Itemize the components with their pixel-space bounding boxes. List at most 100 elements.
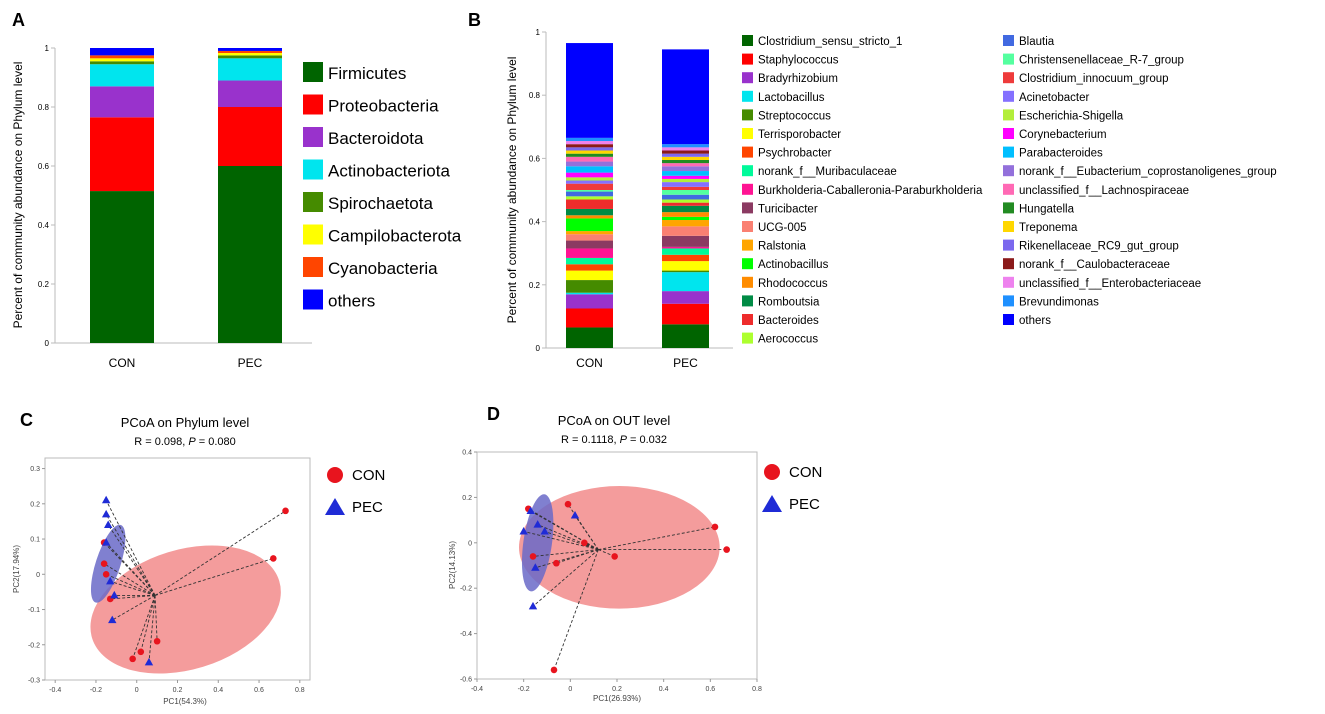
legend-swatch-ucg-005 xyxy=(742,221,753,232)
legend-label-staphylococcus: Staphylococcus xyxy=(758,55,839,67)
legend-label-brevundimonas: Brevundimonas xyxy=(1019,296,1099,308)
bar-pec-rikenellaceae-rc9-gut-group xyxy=(662,153,709,157)
legend-label-christensenellaceae-r-7-group: Christensenellaceae_R-7_group xyxy=(1019,55,1184,67)
bar-con-romboutsia xyxy=(566,208,613,216)
y-tick-label: -0.6 xyxy=(460,677,472,684)
x-tick-label: -0.4 xyxy=(49,687,61,694)
bar-pec-bradyrhizobium xyxy=(662,291,709,304)
x-tick-label-pec: PEC xyxy=(673,356,698,370)
legend-label-cyanobacteria: Cyanobacteria xyxy=(328,259,438,278)
bar-pec-others xyxy=(218,48,282,51)
x-tick-label: 0.6 xyxy=(705,686,715,693)
y-tick-label: 0.8 xyxy=(38,103,50,112)
legend-label-escherichia-shigella: Escherichia-Shigella xyxy=(1019,110,1124,122)
point-pec xyxy=(570,511,580,519)
x-tick-label: 0.6 xyxy=(254,687,264,694)
bar-con-staphylococcus xyxy=(566,308,613,328)
spoke-pec xyxy=(532,549,599,607)
panel-b-stacked-bar: B Percent of community abundance on Phyl… xyxy=(468,10,1277,370)
panel-d-stats: R = 0.1118, P = 0.032 xyxy=(561,434,667,446)
legend-label-burkholderia-caballeronia-paraburkholderia: Burkholderia-Caballeronia-Paraburkholder… xyxy=(758,185,983,197)
spoke-pec xyxy=(105,500,156,596)
bar-con-ralstonia xyxy=(566,231,613,235)
bar-pec-christensenellaceae-r-7-group xyxy=(662,190,709,195)
bar-con-actinobacillus xyxy=(566,218,613,232)
legend-swatch-rikenellaceae-rc9-gut-group xyxy=(1003,239,1014,251)
panel-a-y-ticks: 0 0.2 0.4 0.6 0.8 1 xyxy=(38,44,55,348)
spoke-pec xyxy=(105,514,156,596)
panel-d-title: PCoA on OUT level xyxy=(558,413,671,428)
y-tick-label: 0.4 xyxy=(529,218,541,227)
legend-swatch-hungatella xyxy=(1003,202,1014,214)
point-pec xyxy=(106,576,115,585)
legend-swatch-clostridium-sensu-stricto-1 xyxy=(742,35,753,46)
legend-label-norank-f-caulobacteraceae: norank_f__Caulobacteraceae xyxy=(1019,259,1170,271)
bar-pec-escherichia-shigella xyxy=(662,178,709,183)
spoke-pec xyxy=(148,595,156,663)
legend-swatch-romboutsia xyxy=(742,295,753,307)
legend-swatch-rhodococcus xyxy=(742,276,753,288)
legend-swatch-actinobacteriota xyxy=(303,159,323,180)
y-tick-label: 0.4 xyxy=(462,450,472,457)
spoke-con xyxy=(532,549,599,557)
bar-con-lactobacillus xyxy=(566,292,613,295)
point-con xyxy=(100,560,108,568)
x-tick-label: -0.4 xyxy=(471,686,483,693)
legend-swatch-bradyrhizobium xyxy=(742,72,753,84)
x-tick-label-pec: PEC xyxy=(238,356,263,370)
spoke-pec xyxy=(107,524,156,596)
point-pec xyxy=(526,506,535,515)
point-con xyxy=(529,553,537,560)
panel-d-stat-p-value: = 0.032 xyxy=(627,434,667,446)
y-tick-label: 0.6 xyxy=(529,154,541,163)
spoke-con xyxy=(553,549,599,671)
bar-con-ucg-005 xyxy=(566,234,613,241)
bar-con-psychrobacter xyxy=(566,264,613,271)
legend-marker-pec xyxy=(762,495,782,512)
bar-pec-unclassified-f-lachnospiraceae xyxy=(662,163,709,167)
panel-c-stat-r: R = 0.098, xyxy=(134,436,188,448)
legend-label-clostridium-sensu-stricto-1: Clostridium_sensu_stricto_1 xyxy=(758,36,902,48)
x-tick-label: 0 xyxy=(568,686,572,693)
bar-pec-aerococcus xyxy=(662,199,709,203)
legend-swatch-turicibacter xyxy=(742,202,753,214)
spoke-pec xyxy=(537,524,599,551)
panel-c-xlabel: PC1(54.3%) xyxy=(163,697,207,706)
bar-pec-terrisporobacter xyxy=(662,261,709,271)
panel-c-ylabel: PC2(17.94%) xyxy=(12,545,21,593)
bar-pec-burkholderia-caballeronia-paraburkholderia xyxy=(662,246,709,249)
y-tick-label: 0 xyxy=(45,339,50,348)
bar-pec-treponema xyxy=(662,156,709,160)
bar-pec-actinobacteriota xyxy=(218,58,282,81)
bar-pec-norank-f-muribaculaceae xyxy=(662,248,709,255)
spoke-pec xyxy=(112,595,156,621)
bar-con-turicibacter xyxy=(566,240,613,249)
point-con xyxy=(270,555,277,562)
bar-con-acinetobacter xyxy=(566,180,613,184)
y-tick-label: 1 xyxy=(536,28,541,37)
legend-swatch-bacteroides xyxy=(742,314,753,325)
bar-pec-parabacteroides xyxy=(662,171,709,176)
bar-con-streptococcus xyxy=(566,280,613,293)
spoke-con xyxy=(105,573,156,596)
bar-pec-corynebacterium xyxy=(662,175,709,179)
bar-con-proteobacteria xyxy=(90,117,154,192)
y-tick-label: -0.2 xyxy=(460,586,472,593)
x-tick-label: 0.8 xyxy=(752,686,762,693)
panel-b-y-ticks: 0 0.2 0.4 0.6 0.8 1 xyxy=(529,28,546,353)
bar-pec-actinobacillus xyxy=(662,216,709,221)
bar-pec-lactobacillus xyxy=(662,272,709,292)
bar-pec-staphylococcus xyxy=(662,303,709,325)
legend-label-norank-f-muribaculaceae: norank_f__Muribaculaceae xyxy=(758,166,897,178)
point-pec xyxy=(531,563,540,571)
legend-label-proteobacteria: Proteobacteria xyxy=(328,97,439,116)
legend-label-streptococcus: Streptococcus xyxy=(758,110,831,122)
y-tick-label: 0 xyxy=(468,540,472,547)
legend-label-pec: PEC xyxy=(352,499,383,516)
panel-d-pcoa: D PCoA on OUT level R = 0.1118, P = 0.03… xyxy=(448,404,822,703)
y-tick-label: 0.2 xyxy=(38,280,50,289)
panel-d-xlabel: PC1(26.93%) xyxy=(593,694,641,703)
spoke-pec xyxy=(544,531,599,551)
legend-label-clostridium-innocuum-group: Clostridium_innocuum_group xyxy=(1019,73,1169,85)
legend-label-lactobacillus: Lactobacillus xyxy=(758,92,825,104)
